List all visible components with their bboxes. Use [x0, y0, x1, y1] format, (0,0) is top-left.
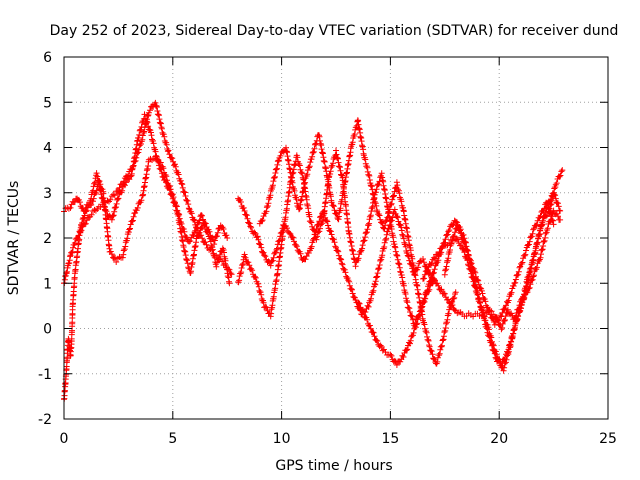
x-tick-label: 25 — [599, 431, 617, 447]
y-tick-label: -1 — [38, 367, 52, 383]
series-track-f — [256, 117, 459, 367]
x-tick-label: 20 — [490, 431, 508, 447]
x-tick-label: 15 — [381, 431, 399, 447]
x-tick-label: 0 — [60, 431, 69, 447]
y-tick-label: 3 — [43, 186, 52, 202]
grid — [64, 57, 608, 419]
y-tick-label: -2 — [38, 412, 52, 428]
chart-title: Day 252 of 2023, Sidereal Day-to-day VTE… — [50, 23, 619, 39]
series-track-j — [441, 167, 566, 374]
series-track-i — [420, 207, 564, 333]
series-markers — [420, 207, 564, 333]
series-markers — [256, 117, 459, 367]
x-tick-label: 5 — [168, 431, 177, 447]
y-axis-label: SDTVAR / TECUs — [6, 181, 22, 296]
series-markers — [441, 167, 566, 374]
axis-ticks: 0 5 10 15 20 25 -2 -1 0 1 2 3 4 5 6 — [38, 50, 617, 447]
x-axis-label: GPS time / hours — [275, 458, 392, 474]
y-tick-label: 6 — [43, 50, 52, 66]
y-tick-label: 1 — [43, 276, 52, 292]
y-tick-label: 5 — [43, 95, 52, 111]
y-tick-label: 4 — [43, 141, 52, 157]
y-tick-label: 2 — [43, 231, 52, 247]
x-tick-label: 10 — [273, 431, 291, 447]
y-tick-label: 0 — [43, 322, 52, 338]
